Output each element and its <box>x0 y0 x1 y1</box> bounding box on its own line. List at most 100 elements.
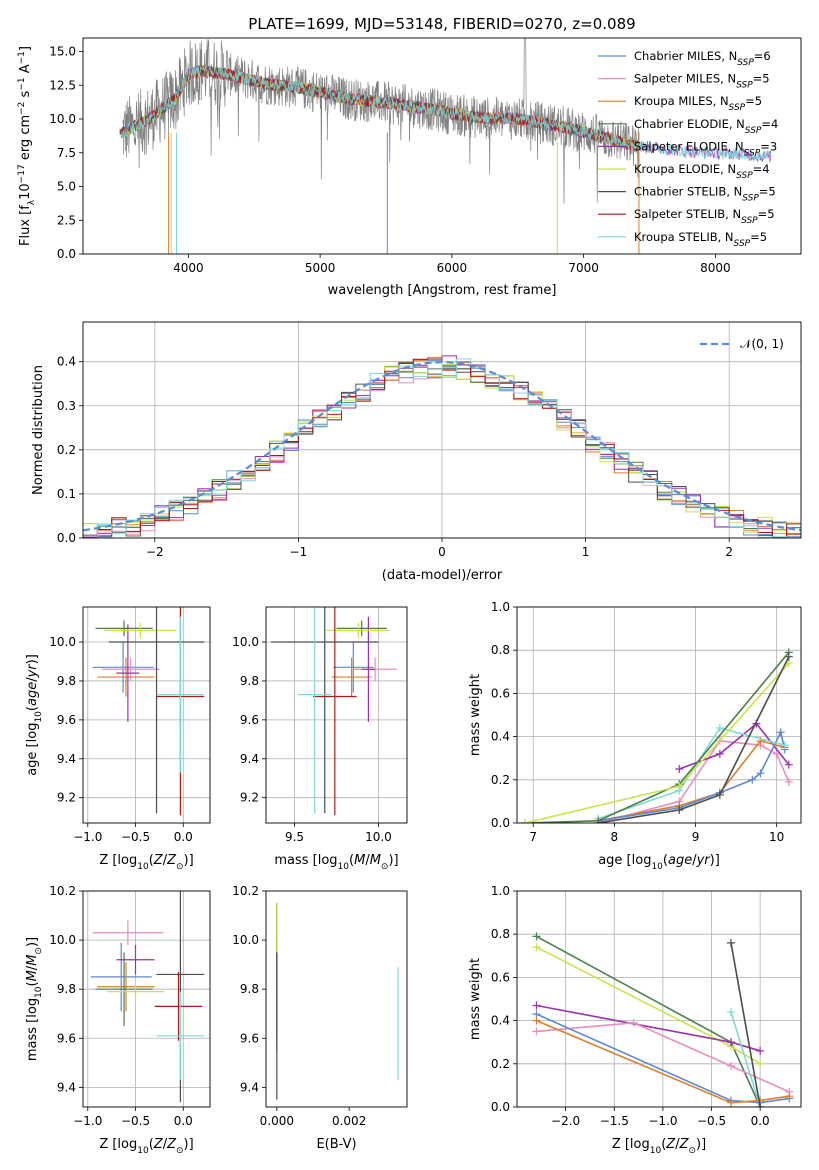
model-spectrum-line <box>120 64 640 151</box>
x-tick-label: −0.5 <box>121 1114 150 1128</box>
x-tick-label: −1 <box>290 545 308 559</box>
plot-area <box>517 891 801 1107</box>
x-tick-label: −2.0 <box>551 1114 580 1128</box>
axes-frame <box>82 321 802 539</box>
axes-frame <box>82 890 211 1108</box>
x-tick-label: 0.000 <box>260 1114 294 1128</box>
chart-z-age: −1.0 −0.5 0.0 9.2 9.4 9.6 9.8 10.0 Z [log10(Z/Z⊙… <box>25 606 211 872</box>
weight-line <box>536 1019 790 1104</box>
y-tick-label: 0.4 <box>491 1014 510 1028</box>
y-tick-label: 9.8 <box>240 982 259 996</box>
weight-marker <box>715 790 724 799</box>
plot-area <box>83 322 801 538</box>
weight-marker <box>726 1038 735 1047</box>
plot-area <box>83 891 210 1107</box>
chart-z-mass: −1.0 −0.5 0.0 9.4 9.6 9.8 10.0 10.2 Z [log10(Z/Z… <box>25 884 211 1156</box>
x-tick-label: 2 <box>725 545 733 559</box>
x-tick-label: 0.0 <box>174 1114 193 1128</box>
weight-line <box>536 935 761 1107</box>
weight-marker <box>776 728 785 737</box>
weight-marker <box>532 1016 541 1025</box>
y-axis-label: mass weight <box>468 674 483 756</box>
weight-marker <box>715 749 724 758</box>
legend-label: Salpeter ELODIE, NSSP=3 <box>634 139 777 158</box>
weight-marker <box>748 775 757 784</box>
chart-z-weight: −2.0 −1.5 −1.0 −0.5 0.0 0.0 0.2 0.4 0.6 0.8 1.0 Z [… <box>468 884 802 1156</box>
plot-area <box>266 607 407 823</box>
y-tick-label: 10.2 <box>49 884 76 898</box>
axes-frame <box>82 37 802 255</box>
plot-area <box>119 38 772 254</box>
y-tick-label: 0.2 <box>491 1057 510 1071</box>
x-axis-label: mass [log10(M/M⊙)] <box>274 853 398 872</box>
y-tick-label: 9.4 <box>240 752 259 766</box>
y-tick-label: 0.6 <box>491 970 510 984</box>
legend: 𝒩(0, 1) <box>700 337 784 351</box>
y-axis-label: age [log10(age/yr)] <box>25 654 44 776</box>
weight-marker <box>784 760 793 769</box>
weight-marker <box>532 1027 541 1036</box>
x-tick-label: −1.0 <box>73 830 102 844</box>
y-axis-label: mass weight <box>468 958 483 1040</box>
y-tick-label: 9.8 <box>57 674 76 688</box>
chart-age-weight: 7 8 9 10 0.0 0.2 0.4 0.6 0.8 1.0 age [log10(age/yr… <box>468 600 802 872</box>
weight-marker <box>756 1046 765 1055</box>
weight-marker <box>785 1092 794 1101</box>
legend-label: Kroupa MILES, NSSP=5 <box>634 94 762 113</box>
weight-marker <box>756 1059 765 1068</box>
axes-frame <box>82 606 211 824</box>
weight-line <box>536 946 761 1065</box>
y-tick-label: 9.4 <box>57 1080 76 1094</box>
legend: Chabrier MILES, NSSP=6 Salpeter MILES, NS… <box>598 49 778 249</box>
y-tick-label: 9.4 <box>57 752 76 766</box>
y-tick-label: 0.2 <box>57 443 76 457</box>
y-tick-label: 0.2 <box>491 773 510 787</box>
weight-marker <box>756 769 765 778</box>
y-tick-label: 10.2 <box>232 884 259 898</box>
weight-marker <box>532 1001 541 1010</box>
x-tick-label: 1 <box>582 545 590 559</box>
y-tick-label: 0.6 <box>491 686 510 700</box>
x-tick-label: −1.0 <box>648 1114 677 1128</box>
x-tick-label: 8 <box>611 830 619 844</box>
weight-marker <box>675 782 684 791</box>
emission-spike <box>523 38 527 120</box>
y-tick-label: 9.6 <box>240 713 259 727</box>
y-axis-label: Normed distribution <box>31 365 46 495</box>
x-tick-label: 10.0 <box>365 830 392 844</box>
x-axis-label: E(B-V) <box>316 1137 356 1152</box>
x-tick-label: 6000 <box>437 261 468 275</box>
legend-label: Salpeter STELIB, NSSP=5 <box>634 207 775 226</box>
y-tick-label: 1.0 <box>491 884 510 898</box>
y-tick-label: 0.4 <box>491 730 510 744</box>
weight-marker <box>521 819 530 823</box>
y-tick-label: 0.0 <box>57 247 76 261</box>
y-tick-label: 0.0 <box>491 816 510 830</box>
y-tick-label: 0.8 <box>491 927 510 941</box>
x-tick-label: −1.5 <box>600 1114 629 1128</box>
y-tick-label: 0.4 <box>57 355 76 369</box>
y-tick-label: 7.5 <box>57 146 76 160</box>
y-tick-label: 9.2 <box>57 791 76 805</box>
weight-line <box>730 1011 761 1107</box>
chart-spectrum: 4000 5000 6000 7000 8000 0.0 2.5 5.0 7.5 10.0 12.5… <box>17 15 802 298</box>
x-axis-label: Z [log10(Z/Z⊙)] <box>612 1137 706 1156</box>
weight-marker <box>726 1061 735 1070</box>
x-tick-label: 10 <box>769 830 784 844</box>
weight-marker <box>594 819 603 823</box>
axes-frame <box>516 606 802 824</box>
x-tick-label: 5000 <box>305 261 336 275</box>
weight-line <box>525 651 790 823</box>
weight-marker <box>675 765 684 773</box>
x-tick-label: −1.0 <box>73 1114 102 1128</box>
y-tick-label: 10.0 <box>49 635 76 649</box>
x-axis-label: Z [log10(Z/Z⊙)] <box>99 1137 193 1156</box>
chart-title: PLATE=1699, MJD=53148, FIBERID=0270, z=0… <box>248 15 635 33</box>
weight-line <box>730 942 761 1107</box>
x-axis-label: (data-model)/error <box>382 568 503 583</box>
x-tick-label: 0.002 <box>332 1114 366 1128</box>
weight-line <box>597 656 790 823</box>
observed-spectrum <box>122 39 640 204</box>
weight-marker <box>532 932 541 941</box>
